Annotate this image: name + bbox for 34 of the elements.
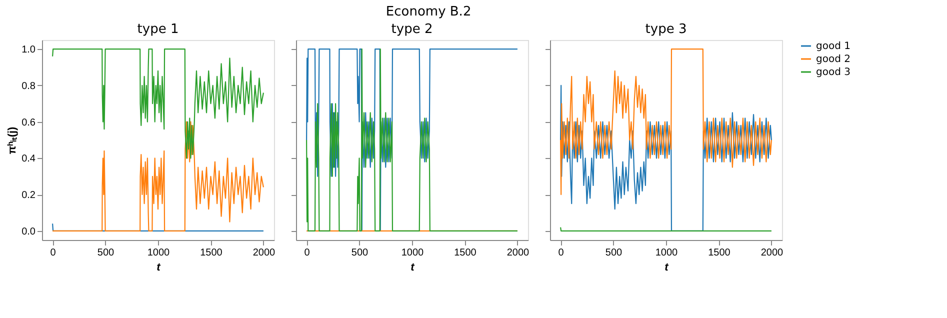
- x-tick-label: 500: [97, 248, 115, 258]
- x-tick-label: 1500: [708, 248, 731, 258]
- line-series: [52, 48, 264, 159]
- chart-title: type 3: [645, 22, 687, 37]
- x-tick-label: 500: [605, 248, 623, 258]
- legend-label: good 3: [816, 67, 850, 78]
- y-tick-label: 0.2: [22, 190, 36, 202]
- x-tick-label: 1000: [147, 248, 170, 258]
- x-tick-label: 1000: [401, 248, 424, 258]
- x-tick-label: 0: [50, 248, 56, 258]
- y-tick-label: 0.6: [22, 117, 36, 128]
- x-tick-label: 0: [304, 248, 310, 258]
- y-tick-label: 0.8: [22, 80, 36, 92]
- y-axis-title: πʰᵢₜ(j): [6, 126, 19, 154]
- x-tick-label: 0: [558, 248, 564, 258]
- x-tick-label: 1500: [200, 248, 223, 258]
- text: Economy B.2: [386, 4, 472, 20]
- x-tick-label: 2000: [506, 248, 530, 258]
- y-tick-label: 1.0: [22, 44, 36, 56]
- x-tick-label: 500: [351, 248, 369, 258]
- y-tick-label: 0.4: [22, 154, 36, 165]
- line-series: [52, 121, 264, 232]
- chart-title: type 2: [391, 22, 433, 37]
- x-axis-title: t: [156, 262, 162, 274]
- legend-label: good 1: [816, 41, 850, 52]
- x-axis-title: t: [664, 262, 670, 274]
- x-axis-title: t: [410, 262, 416, 274]
- chart-title: type 1: [137, 22, 179, 37]
- y-tick-label: 0.0: [22, 226, 36, 238]
- x-tick-label: 2000: [252, 248, 276, 258]
- x-tick-label: 1500: [454, 248, 477, 258]
- x-tick-label: 2000: [760, 248, 784, 258]
- x-tick-label: 1000: [655, 248, 678, 258]
- legend-label: good 2: [816, 54, 850, 65]
